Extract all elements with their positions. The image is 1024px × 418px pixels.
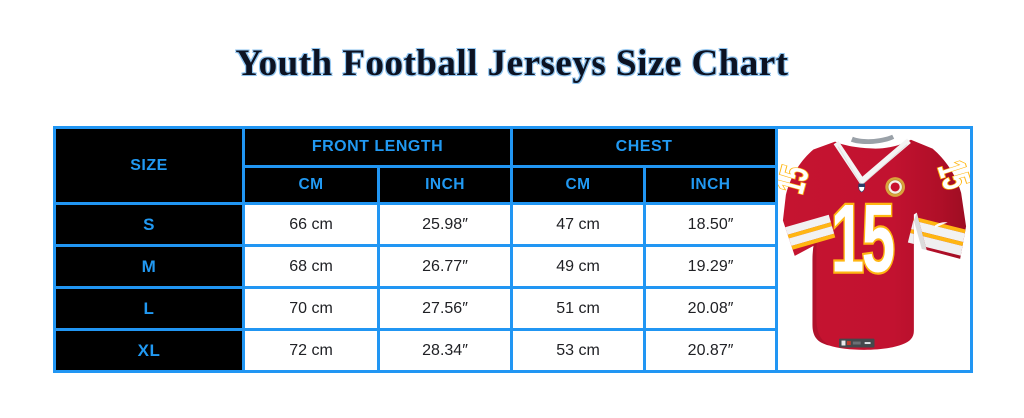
chest-inch-value: 20.08″ [643, 286, 779, 331]
collar-inner [850, 134, 895, 145]
front-length-cm-value: 70 cm [242, 286, 380, 331]
table-row-l: L 70 cm 27.56″ 51 cm 20.08″ [53, 286, 972, 331]
chest-inch-value: 19.29″ [643, 244, 779, 289]
subheader-front-inch: INCH [376, 165, 514, 205]
table-row-m: M 68 cm 26.77″ 49 cm 19.29″ [53, 244, 972, 289]
column-header-front-length: FRONT LENGTH [241, 126, 514, 168]
front-length-cm-value: 66 cm [242, 202, 380, 247]
size-label-xl: XL [53, 328, 245, 373]
chest-cm-value: 47 cm [510, 202, 647, 247]
size-label-s: S [53, 202, 245, 247]
jersey-shading-left [812, 212, 830, 346]
nfl-shield-icon [858, 183, 866, 193]
table-row-s: S 66 cm 25.98″ 47 cm 18.50″ [53, 202, 972, 247]
front-length-inch-value: 28.34″ [376, 328, 514, 373]
chest-number: 15 [831, 185, 894, 293]
front-length-cm-value: 68 cm [242, 244, 380, 289]
jock-tag [839, 338, 875, 348]
chest-cm-value: 49 cm [510, 244, 647, 289]
chest-inch-value: 20.87″ [643, 328, 779, 373]
front-length-inch-value: 27.56″ [376, 286, 514, 331]
size-label-l: L [53, 286, 245, 331]
jersey-product-image: 15 15 15 [775, 126, 974, 373]
swoosh-icon [934, 222, 948, 228]
football-jersey-illustration: 15 15 15 [778, 134, 970, 350]
chest-inch-value: 18.50″ [643, 202, 779, 247]
jersey-shading-underarm [913, 212, 927, 250]
size-label-m: M [53, 244, 245, 289]
chest-cm-value: 51 cm [510, 286, 647, 331]
team-patch-icon [885, 177, 906, 197]
page-title: Youth Football Jerseys Size Chart [235, 43, 789, 84]
chest-cm-value: 53 cm [510, 328, 647, 373]
column-header-size: SIZE [53, 126, 245, 205]
size-chart-table: SIZE FRONT LENGTH CHEST [53, 126, 974, 373]
subheader-chest-inch: INCH [643, 165, 779, 205]
front-length-inch-value: 26.77″ [376, 244, 514, 289]
front-length-inch-value: 25.98″ [376, 202, 514, 247]
jersey-body [782, 139, 967, 350]
subheader-front-cm: CM [242, 165, 380, 205]
table-row-xl: XL 72 cm 28.34″ 53 cm 20.87″ [53, 328, 972, 373]
front-length-cm-value: 72 cm [242, 328, 380, 373]
subheader-chest-cm: CM [510, 165, 647, 205]
collar-v-neck [833, 138, 911, 186]
column-header-chest: CHEST [510, 126, 779, 168]
